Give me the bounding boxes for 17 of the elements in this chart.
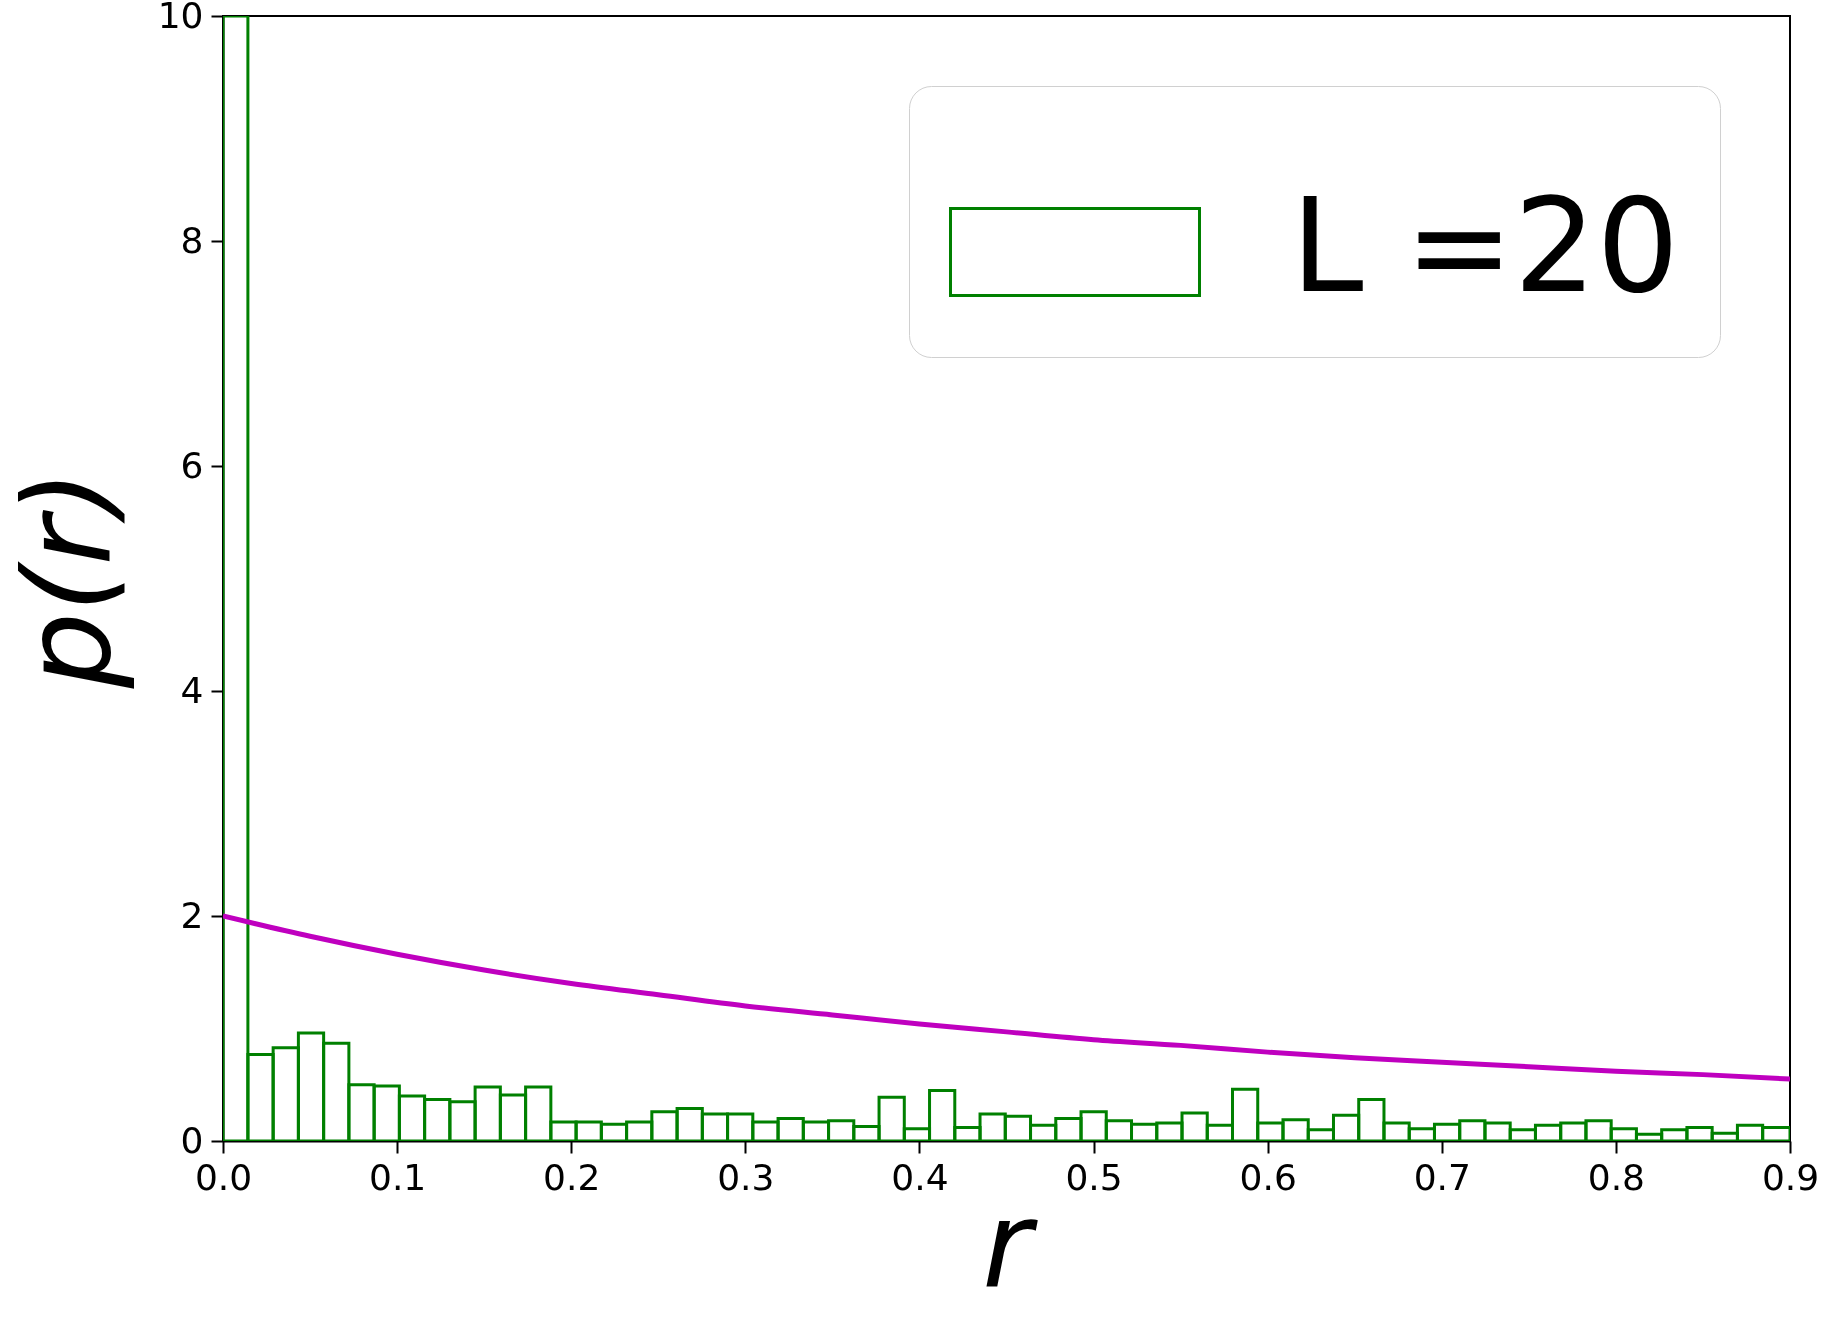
y-tick-label: 8 (180, 219, 204, 261)
legend-label: L =20 (1291, 170, 1680, 322)
y-axis-title: p(r) (0, 469, 137, 690)
y-tick-label: 10 (157, 0, 204, 36)
x-tick-label: 0.9 (1761, 1156, 1820, 1198)
x-tick-label: 0.5 (1065, 1156, 1123, 1198)
x-tick-label: 0.8 (1587, 1156, 1646, 1198)
x-tick-label: 0.1 (368, 1156, 427, 1198)
y-tick-label: 2 (180, 894, 204, 936)
x-tick-label: 0.4 (891, 1156, 949, 1198)
x-tick-label: 0.6 (1239, 1156, 1297, 1198)
x-tick-label: 0.3 (717, 1156, 775, 1198)
y-tick-label: 4 (180, 669, 204, 711)
x-tick-label: 0.7 (1413, 1156, 1471, 1198)
y-tick-label: 6 (180, 444, 204, 486)
x-tick-label: 0.2 (543, 1156, 601, 1198)
x-axis-title: r (982, 1174, 1039, 1314)
